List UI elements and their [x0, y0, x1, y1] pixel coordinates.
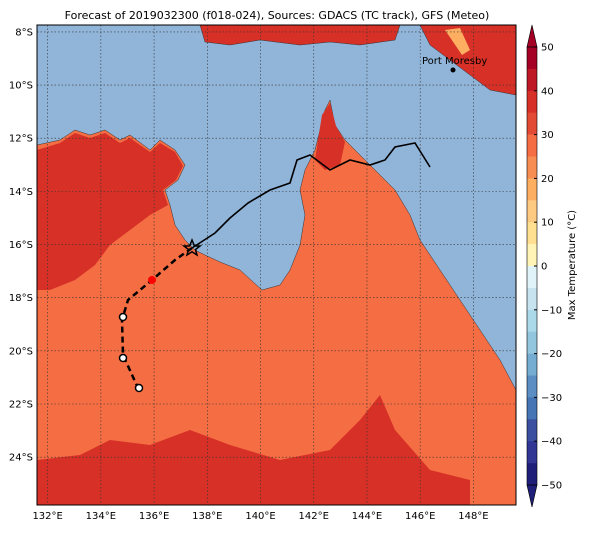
colorbar-tick-label: 20	[541, 174, 554, 185]
title: Forecast of 2019032300 (f018-024), Sourc…	[65, 9, 490, 22]
lon-label: 132°E	[32, 511, 62, 522]
track-point	[134, 383, 144, 393]
colorbar-tick-label: 40	[541, 86, 554, 97]
hot-region	[37, 395, 470, 505]
lon-label: 142°E	[299, 511, 329, 522]
lon-label: 140°E	[245, 511, 275, 522]
lat-label: 8°S	[15, 27, 33, 38]
hot-region	[37, 133, 183, 290]
colorbar-tick-label: −20	[541, 349, 562, 360]
lat-label: 10°S	[9, 81, 33, 92]
colorbar-tick-label: −50	[541, 481, 562, 492]
colorbar-tick-label: −10	[541, 305, 562, 316]
colorbar-band	[527, 266, 537, 289]
colorbar-band	[527, 244, 537, 267]
storm-position	[181, 237, 203, 257]
colorbar-band	[527, 68, 537, 92]
colorbar-label: Max Temperature (°C)	[567, 210, 578, 320]
colorbar-tick-label: −40	[541, 437, 562, 448]
colorbar: 50 40 30 20 10 0 −10 −20 −30 −40 −50	[526, 24, 562, 508]
graticule	[37, 25, 516, 505]
colorbar-extend	[526, 484, 538, 508]
track-point	[148, 276, 156, 284]
hot-region	[445, 28, 470, 55]
lon-label: 148°E	[458, 511, 488, 522]
colorbar-band	[527, 156, 537, 179]
colorbar-band	[527, 331, 537, 354]
colorbar-band	[527, 419, 537, 442]
lat-label: 22°S	[9, 400, 33, 411]
land	[199, 25, 401, 46]
land	[419, 25, 516, 96]
past-track	[120, 246, 193, 389]
map-frame	[36, 24, 517, 506]
colorbar-band	[527, 287, 537, 311]
colorbar-extend	[526, 24, 538, 48]
colorbar-band	[527, 375, 537, 398]
colorbar-band	[527, 463, 537, 486]
lon-label: 134°E	[86, 511, 116, 522]
lon-label: 144°E	[352, 511, 382, 522]
forecast-track	[191, 142, 431, 249]
colorbar-band	[527, 90, 537, 113]
track-point	[118, 353, 128, 363]
colorbar-tick-label: 50	[541, 43, 554, 54]
place-marker	[450, 67, 456, 73]
colorbar-band	[527, 397, 537, 420]
map: Port Moresby	[37, 25, 516, 505]
lat-label: 18°S	[9, 293, 33, 304]
colorbar-band	[527, 309, 537, 332]
lat-label: 24°S	[9, 453, 33, 464]
lon-label: 146°E	[405, 511, 435, 522]
colorbar-band	[527, 353, 537, 376]
colorbar-tick-label: 10	[541, 218, 554, 229]
colorbar-tick-label: 30	[541, 130, 554, 141]
lat-label: 14°S	[9, 187, 33, 198]
colorbar-band	[527, 178, 537, 201]
colorbar-band	[527, 200, 537, 223]
colorbar-band	[527, 112, 537, 135]
place-label: Port Moresby	[422, 56, 487, 67]
colorbar-band	[527, 441, 537, 464]
lat-label: 20°S	[9, 346, 33, 357]
lat-label: 16°S	[9, 240, 33, 251]
colorbar-band	[527, 222, 537, 245]
lon-label: 136°E	[139, 511, 169, 522]
track-point	[118, 312, 128, 322]
lat-label: 12°S	[9, 134, 33, 145]
colorbar-tick-label: −30	[541, 393, 562, 404]
lon-label: 138°E	[192, 511, 222, 522]
colorbar-tick-label: 0	[541, 262, 547, 273]
hot-region	[315, 103, 345, 170]
colorbar-band	[527, 47, 537, 70]
colorbar-band	[527, 134, 537, 157]
